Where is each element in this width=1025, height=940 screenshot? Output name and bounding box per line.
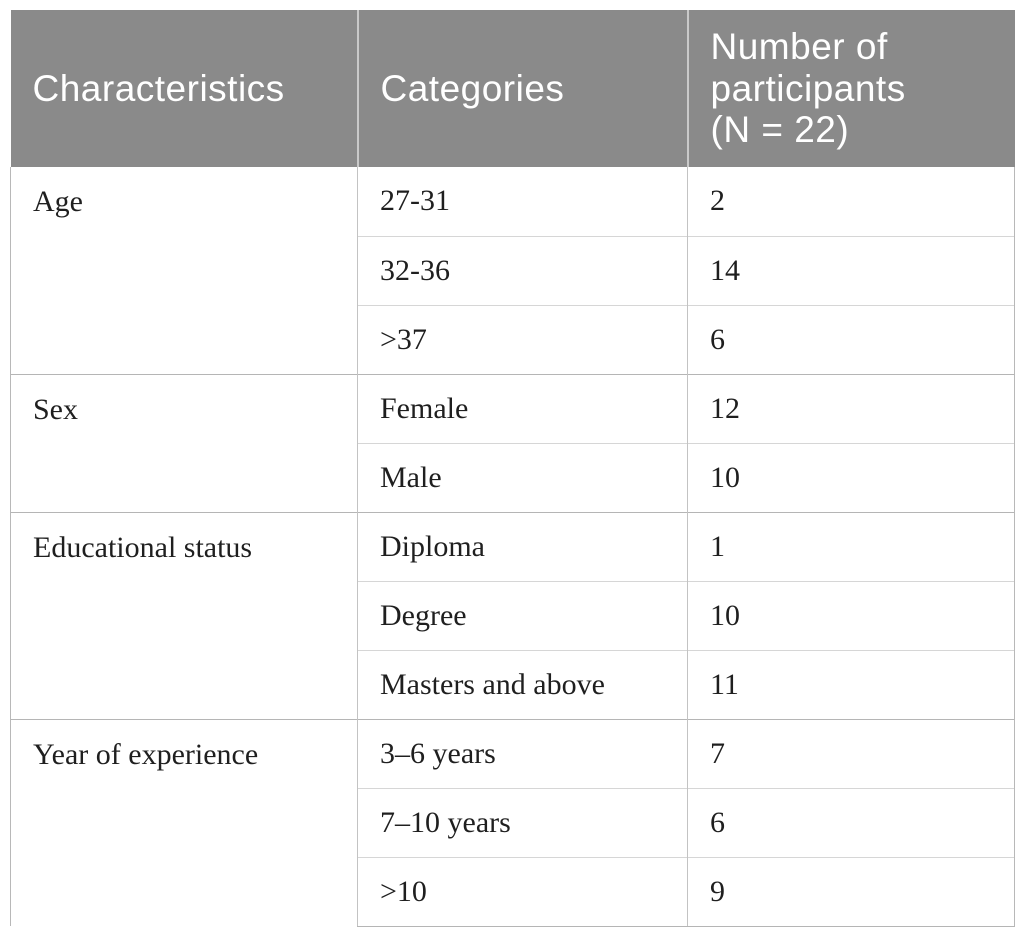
characteristic-cell-sex: Sex: [10, 373, 358, 512]
count-cell: 10: [687, 580, 1015, 650]
count-cell: 12: [687, 373, 1015, 443]
table-row: Sex Female 12: [10, 373, 1015, 512]
category-cell: 3–6 years: [357, 718, 688, 788]
category-cell: >37: [357, 304, 688, 374]
header-characteristics: Characteristics: [10, 10, 358, 167]
count-cell: 9: [687, 856, 1015, 927]
table-row: >10 9: [11, 856, 1015, 927]
category-cell: 7–10 years: [357, 787, 688, 857]
header-number-of-participants: Number of participants (N = 22): [686, 10, 1015, 167]
count-cell: 10: [687, 442, 1015, 512]
table-row: Educational status Diploma 1: [10, 511, 1015, 719]
count-cell: 14: [687, 235, 1015, 305]
table-row: >37 6: [11, 304, 1015, 374]
count-cell: 2: [687, 167, 1015, 236]
count-cell: 11: [687, 649, 1015, 719]
count-cell: 6: [687, 304, 1015, 374]
count-cell: 1: [687, 511, 1015, 581]
category-cell: Diploma: [357, 511, 688, 581]
header-row: Characteristics Categories Number of par…: [10, 10, 1015, 167]
characteristic-cell-year-of-experience: Year of experience: [10, 718, 358, 926]
characteristic-cell-educational-status: Educational status: [10, 511, 358, 719]
category-cell: Female: [357, 373, 688, 443]
header-categories: Categories: [356, 10, 688, 167]
table-row: Masters and above 11: [11, 649, 1015, 719]
participant-characteristics-table: Characteristics Categories Number of par…: [10, 10, 1015, 927]
table-row: Degree 10: [11, 580, 1015, 650]
category-cell: Masters and above: [357, 649, 688, 719]
table-row: Year of experience 3–6 years 7: [10, 718, 1015, 926]
table-row: 7–10 years 6: [11, 787, 1015, 857]
category-cell: 27-31: [357, 167, 688, 236]
table-row: Age 27-31 2: [10, 167, 1015, 374]
category-cell: 32-36: [357, 235, 688, 305]
category-cell: Male: [357, 442, 688, 512]
count-cell: 7: [687, 718, 1015, 788]
category-cell: Degree: [357, 580, 688, 650]
category-cell: >10: [357, 856, 688, 927]
characteristic-cell-age: Age: [10, 167, 358, 374]
table-row: 32-36 14: [11, 235, 1015, 305]
table-row: Male 10: [11, 442, 1015, 512]
count-cell: 6: [687, 787, 1015, 857]
